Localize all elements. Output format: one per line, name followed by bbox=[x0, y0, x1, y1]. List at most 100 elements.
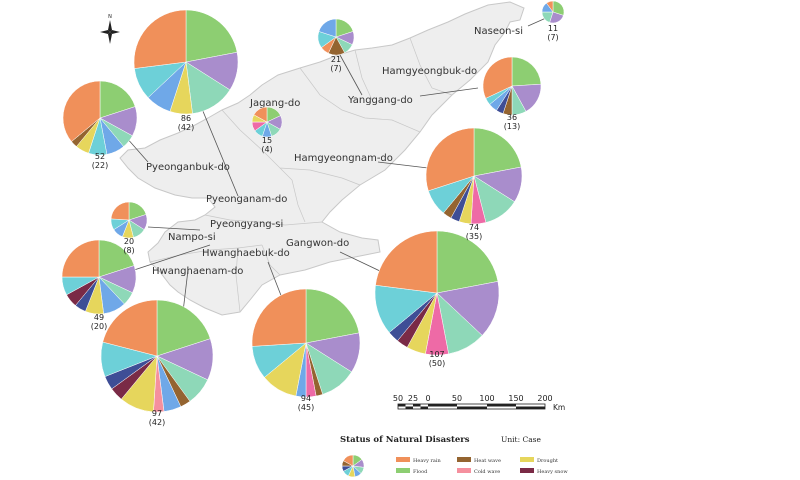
scale-tick-0: 50 bbox=[393, 394, 403, 403]
region-label-naseon: Naseon-si bbox=[474, 26, 523, 37]
pie-hamgyeongnam-do bbox=[425, 127, 523, 225]
legend-swatch-heat-wave bbox=[457, 457, 471, 462]
total-jagang: 15 bbox=[262, 136, 272, 145]
total-hwanghaebuk: 94 bbox=[301, 394, 311, 403]
legend-swatch-drought bbox=[520, 457, 534, 462]
pie-slice-nampo-si-flood bbox=[98, 239, 135, 278]
pie-charts bbox=[61, 0, 565, 478]
pie-hwanghaenam-do bbox=[100, 299, 214, 413]
pie-slice-pyeonganam-do-heavy-rain bbox=[133, 9, 187, 69]
sub-pyeonganam: (42) bbox=[178, 123, 194, 132]
pie-pyeonganam-do bbox=[133, 9, 239, 115]
region-label-jagang: Jagang-do bbox=[249, 98, 300, 109]
pie-slice-hwanghaenam-do-flood bbox=[156, 299, 211, 357]
sub-pyeonganbuk: (22) bbox=[92, 161, 108, 170]
scale-tick-5: 150 bbox=[508, 394, 523, 403]
pie-pyeonganbuk-do bbox=[62, 80, 138, 156]
pie-slice-hwanghaenam-do-heavy-rain bbox=[102, 299, 158, 357]
sub-hamgyeongbuk: (13) bbox=[504, 122, 520, 131]
sub-yanggang: (7) bbox=[330, 64, 341, 73]
total-hamgyeongbuk: 36 bbox=[507, 113, 517, 122]
land-mass bbox=[119, 1, 525, 316]
pie-slice-pyeonganbuk-do-heavy-rain bbox=[62, 80, 101, 142]
total-pyeonganam: 86 bbox=[181, 114, 191, 123]
region-label-yanggang: Yanggang-do bbox=[347, 95, 413, 106]
pie-yanggang-do bbox=[317, 18, 355, 56]
scale-bar: 50 25 0 50 100 150 200 Km bbox=[393, 394, 565, 412]
pie-slice-pyeonganbuk-do-flood bbox=[99, 80, 136, 119]
sub-hamgyeongnam: (35) bbox=[466, 232, 482, 241]
legend-label-heavy-snow: Heavy snow bbox=[537, 469, 568, 475]
pie-slice-jagang-do-heavy-rain bbox=[253, 106, 268, 123]
total-nampo: 49 bbox=[94, 313, 104, 322]
scale-tick-2: 0 bbox=[425, 394, 430, 403]
legend-swatch-cold-wave bbox=[457, 468, 471, 473]
region-labels: Naseon-si Hamgyeongbuk-do Yanggang-do Ja… bbox=[146, 26, 523, 277]
total-pyeongyang: 20 bbox=[124, 237, 134, 246]
total-gangwon: 107 bbox=[429, 350, 444, 359]
north-label: N bbox=[108, 14, 112, 20]
region-label-hwanghaenam: Hwanghaenam-do bbox=[152, 266, 243, 277]
legend-label-flood: Flood bbox=[413, 469, 428, 475]
legend-label-cold-wave: Cold wave bbox=[474, 469, 500, 475]
pie-slice-hamgyeongbuk-do-flood bbox=[511, 56, 542, 87]
legend-title: Status of Natural Disasters bbox=[340, 435, 470, 445]
legend-label-drought: Drought bbox=[537, 458, 558, 464]
scale-tick-4: 100 bbox=[479, 394, 494, 403]
pie-slice-hamgyeongbuk-do-heavy-rain bbox=[482, 56, 513, 99]
total-yanggang: 21 bbox=[331, 55, 341, 64]
sub-hwanghaenam: (42) bbox=[149, 418, 165, 427]
total-hamgyeongnam: 74 bbox=[469, 223, 479, 232]
pie-hwanghaebuk-do bbox=[251, 288, 361, 398]
leader-lines bbox=[117, 17, 547, 313]
sub-nampo: (20) bbox=[91, 322, 107, 331]
sub-naseon: (7) bbox=[547, 33, 558, 42]
pie-slice-gangwon-do-purple bbox=[436, 281, 500, 336]
region-label-hwanghaebuk: Hwanghaebuk-do bbox=[202, 248, 290, 259]
pie-jagang-do bbox=[251, 106, 283, 138]
legend-swatch-heavy-rain bbox=[396, 457, 410, 462]
total-naseon: 11 bbox=[548, 24, 558, 33]
pie-slice-gangwon-do-flood bbox=[436, 230, 499, 294]
legend-label-heat-wave: Heat wave bbox=[474, 458, 501, 464]
pie-slice-hamgyeongnam-do-flood bbox=[473, 127, 522, 177]
internal-borders bbox=[149, 37, 453, 313]
country-outline bbox=[119, 1, 525, 316]
legend-label-heavy-rain: Heavy rain bbox=[413, 458, 442, 464]
pie-slice-legend-heavy-rain bbox=[343, 454, 354, 467]
legend-swatch-heavy-snow bbox=[520, 468, 534, 473]
legend: Status of Natural Disasters Unit: Case H… bbox=[340, 435, 568, 475]
pie-slice-hamgyeongnam-do-heavy-rain bbox=[425, 127, 475, 192]
sub-jagang: (4) bbox=[261, 145, 272, 154]
scale-tick-6: 200 bbox=[537, 394, 552, 403]
region-label-nampo: Nampo-si bbox=[168, 232, 216, 243]
region-label-gangwon: Gangwon-do bbox=[286, 238, 349, 249]
pie-gangwon-do bbox=[374, 230, 500, 356]
total-hwanghaenam: 97 bbox=[152, 409, 162, 418]
pie-slice-pyeongyang-si-heavy-rain bbox=[110, 201, 130, 221]
sub-pyeongyang: (8) bbox=[123, 246, 134, 255]
compass-icon: N bbox=[100, 14, 120, 44]
scale-tick-1: 25 bbox=[408, 394, 418, 403]
pie-naseon-si bbox=[541, 0, 565, 24]
legend-unit: Unit: Case bbox=[501, 435, 542, 444]
total-pyeonganbuk: 52 bbox=[95, 152, 105, 161]
region-label-hamgyeongbuk: Hamgyeongbuk-do bbox=[382, 66, 477, 77]
pie-hamgyeongbuk-do bbox=[482, 56, 542, 116]
pie-slice-nampo-si-heavy-rain bbox=[61, 239, 100, 278]
sub-hwanghaebuk: (45) bbox=[298, 403, 314, 412]
pie-legend bbox=[341, 454, 365, 478]
region-label-hamgyeongnam: Hamgyeongnam-do bbox=[294, 153, 393, 164]
pie-slice-yanggang-do-blue bbox=[318, 18, 337, 38]
pie-slice-naseon-si-heavy-rain bbox=[546, 0, 554, 13]
sub-gangwon: (50) bbox=[429, 359, 445, 368]
pie-nampo-si bbox=[61, 239, 137, 315]
pie-slice-gangwon-do-heavy-rain bbox=[375, 230, 438, 294]
legend-swatch-flood bbox=[396, 468, 410, 473]
pie-value-labels: 11 (7) 36 (13) 21 (7) 15 (4) 74 (35) 52 … bbox=[91, 24, 559, 427]
pie-slice-pyeonganam-do-flood bbox=[185, 9, 238, 63]
region-label-pyeonganbuk: Pyeonganbuk-do bbox=[146, 162, 230, 173]
pie-pyeongyang-si bbox=[110, 201, 148, 239]
region-label-pyeonganam: Pyeonganam-do bbox=[206, 194, 287, 205]
